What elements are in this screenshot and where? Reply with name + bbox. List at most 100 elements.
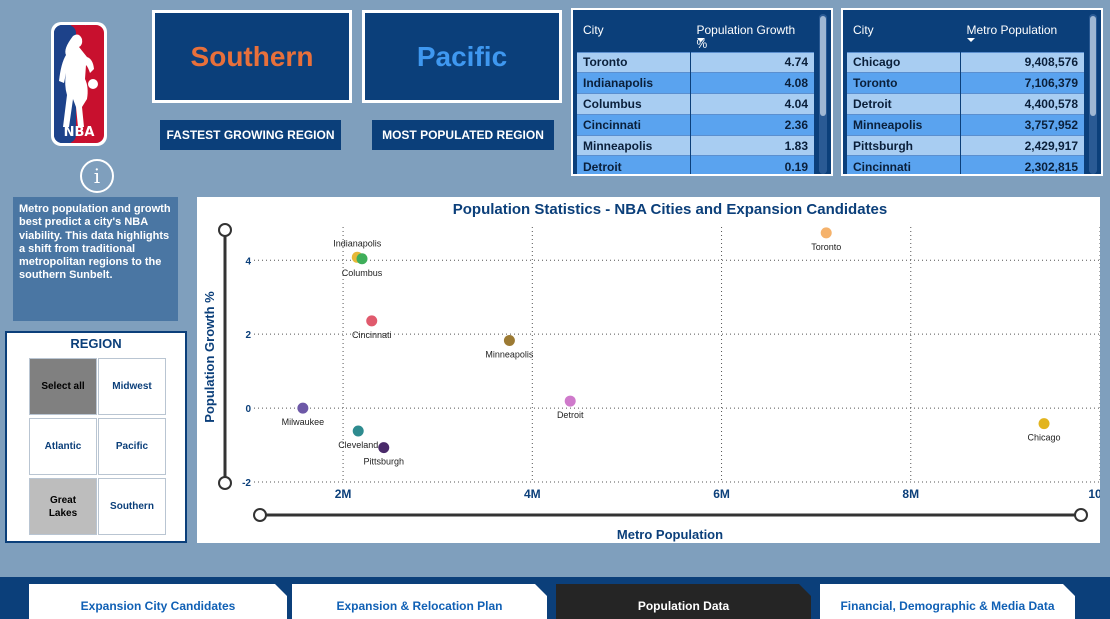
scrollbar-thumb[interactable] xyxy=(1090,16,1096,116)
data-label: Cleveland xyxy=(338,440,378,450)
x-tick-label: 6M xyxy=(713,487,730,501)
scatter-point[interactable] xyxy=(356,253,368,265)
table-row[interactable]: Toronto 7,106,379 xyxy=(847,72,1084,94)
city-cell: Minneapolis xyxy=(847,113,961,136)
data-label: Indianapolis xyxy=(333,238,382,248)
value-cell: 4.04 xyxy=(690,93,814,115)
x-axis-label: Metro Population xyxy=(617,527,723,542)
slicer-southern[interactable]: Southern xyxy=(98,478,166,535)
city-cell: Pittsburgh xyxy=(847,134,961,156)
table-scrollbar[interactable] xyxy=(819,14,827,174)
scrollbar-thumb[interactable] xyxy=(820,16,826,116)
x-range-slider-handle-right[interactable] xyxy=(1074,508,1088,522)
city-cell: Detroit xyxy=(847,93,961,115)
x-tick-label: 4M xyxy=(524,487,541,501)
table-scrollbar[interactable] xyxy=(1089,14,1097,174)
scatter-point[interactable] xyxy=(366,315,378,327)
fastest-growing-region-label: FASTEST GROWING REGION xyxy=(160,120,341,150)
header-label: Metro Population xyxy=(966,23,1058,37)
tab-expansion-relocation-plan[interactable]: Expansion & Relocation Plan xyxy=(292,584,547,619)
value-cell: 2,302,815 xyxy=(960,155,1084,174)
logo-text: NBA xyxy=(64,125,95,140)
y-range-slider-handle-bottom[interactable] xyxy=(218,476,232,490)
scatter-point[interactable] xyxy=(820,227,832,239)
y-tick-label: 0 xyxy=(245,404,251,415)
y-tick-label: 4 xyxy=(245,256,251,267)
sort-down-icon xyxy=(696,38,705,42)
data-label: Pittsburgh xyxy=(363,457,404,467)
population-growth-table: City Population Growth % Toronto 4.74 Ind… xyxy=(571,8,833,176)
fastest-growing-region-card: Southern xyxy=(152,10,352,103)
most-populated-region-label: MOST POPULATED REGION xyxy=(372,120,554,150)
city-cell: Chicago xyxy=(847,51,961,73)
tab-population-data[interactable]: Population Data xyxy=(556,584,811,619)
tab-financial-demographic-media-data[interactable]: Financial, Demographic & Media Data xyxy=(820,584,1075,619)
value-cell: 2.36 xyxy=(690,113,814,136)
value-cell: 4.74 xyxy=(690,51,814,73)
data-label: Milwaukee xyxy=(282,417,325,427)
table-row[interactable]: Cincinnati 2.36 xyxy=(577,113,814,136)
x-range-slider-handle-left[interactable] xyxy=(253,508,267,522)
scatter-point[interactable] xyxy=(378,442,390,454)
table-row[interactable]: Chicago 9,408,576 xyxy=(847,51,1084,73)
x-tick-label: 2M xyxy=(335,487,352,501)
info-icon[interactable]: i xyxy=(80,159,114,193)
chart-title: Population Statistics - NBA Cities and E… xyxy=(453,201,888,218)
table-row[interactable]: Columbus 4.04 xyxy=(577,93,814,115)
data-label: Cincinnati xyxy=(352,330,392,340)
x-tick-label: 10M xyxy=(1088,487,1100,501)
data-label: Toronto xyxy=(811,242,841,252)
slicer-midwest[interactable]: Midwest xyxy=(98,358,166,415)
insight-description: Metro population and growth best predict… xyxy=(13,197,178,321)
x-tick-label: 8M xyxy=(902,487,919,501)
table-row[interactable]: Pittsburgh 2,429,917 xyxy=(847,134,1084,156)
city-cell: Cincinnati xyxy=(577,113,691,136)
value-cell: 2,429,917 xyxy=(960,134,1084,156)
scatter-point[interactable] xyxy=(297,402,309,414)
value-cell: 3,757,952 xyxy=(960,113,1084,136)
scatter-point[interactable] xyxy=(564,395,576,407)
slicer-pacific[interactable]: Pacific xyxy=(98,418,166,475)
column-header-population-growth[interactable]: Population Growth % xyxy=(690,14,814,52)
nba-logo-icon: NBA xyxy=(51,22,107,146)
scatter-point[interactable] xyxy=(1038,418,1050,430)
table-row[interactable]: Detroit 4,400,578 xyxy=(847,93,1084,115)
slicer-select-all[interactable]: Select all xyxy=(29,358,97,415)
table-row[interactable]: Detroit 0.19 xyxy=(577,155,814,174)
city-cell: Minneapolis xyxy=(577,134,691,156)
metro-population-table: City Metro Population Chicago 9,408,576 T… xyxy=(841,8,1103,176)
population-scatter-chart: Population Statistics - NBA Cities and E… xyxy=(197,197,1100,543)
data-label: Columbus xyxy=(342,268,383,278)
column-header-city[interactable]: City xyxy=(847,14,961,52)
tab-expansion-city-candidates[interactable]: Expansion City Candidates xyxy=(29,584,287,619)
city-cell: Toronto xyxy=(847,72,961,94)
value-cell: 7,106,379 xyxy=(960,72,1084,94)
table-row[interactable]: Minneapolis 1.83 xyxy=(577,134,814,156)
slicer-great-lakes[interactable]: Great Lakes xyxy=(29,478,97,535)
city-cell: Indianapolis xyxy=(577,72,691,94)
value-cell: 9,408,576 xyxy=(960,51,1084,73)
city-cell: Columbus xyxy=(577,93,691,115)
y-tick-label: 2 xyxy=(245,330,251,341)
column-header-city[interactable]: City xyxy=(577,14,691,52)
value-cell: 0.19 xyxy=(690,155,814,174)
table-row[interactable]: Minneapolis 3,757,952 xyxy=(847,113,1084,136)
scatter-point[interactable] xyxy=(503,334,515,346)
scatter-point[interactable] xyxy=(352,425,364,437)
slicer-atlantic[interactable]: Atlantic xyxy=(29,418,97,475)
table-row[interactable]: Toronto 4.74 xyxy=(577,51,814,73)
y-axis-label: Population Growth % xyxy=(202,291,217,423)
scatter-plot-svg: Population Statistics - NBA Cities and E… xyxy=(202,201,1100,542)
table-row[interactable]: Cincinnati 2,302,815 xyxy=(847,155,1084,174)
value-cell: 1.83 xyxy=(690,134,814,156)
city-cell: Cincinnati xyxy=(847,155,961,174)
city-cell: Toronto xyxy=(577,51,691,73)
value-cell: 4,400,578 xyxy=(960,93,1084,115)
table-row[interactable]: Indianapolis 4.08 xyxy=(577,72,814,94)
most-populated-region-card: Pacific xyxy=(362,10,562,103)
slicer-title: REGION xyxy=(70,336,122,351)
y-range-slider-handle-top[interactable] xyxy=(218,223,232,237)
sort-down-icon xyxy=(966,38,975,42)
data-label: Minneapolis xyxy=(485,349,534,359)
column-header-metro-population[interactable]: Metro Population xyxy=(960,14,1084,52)
